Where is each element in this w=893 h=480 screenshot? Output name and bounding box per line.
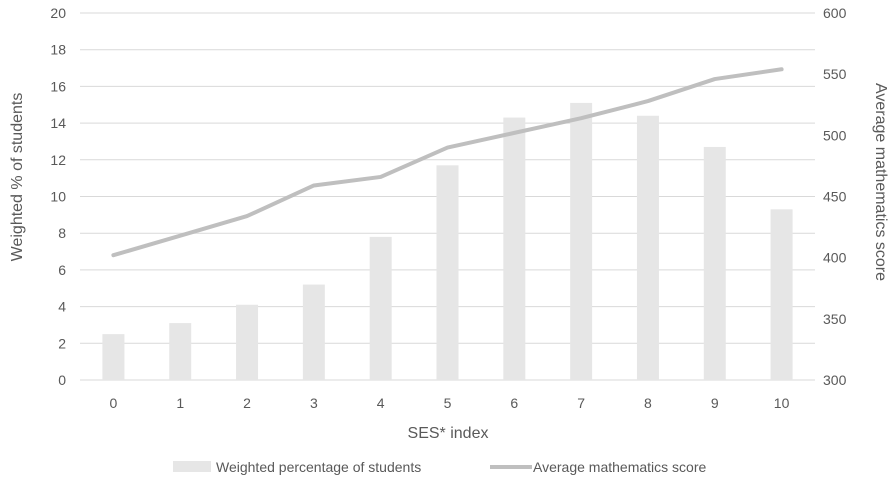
x-tick-label: 0: [110, 395, 118, 411]
line-point-4: [380, 176, 382, 178]
score-line: [111, 67, 784, 258]
bar-6: [503, 117, 526, 380]
x-tick-label: 7: [577, 395, 585, 411]
x-tick-label: 3: [310, 395, 318, 411]
y2-tick-label: 400: [823, 250, 847, 266]
legend-label-line: Average mathematics score: [533, 459, 706, 475]
line-point-6: [513, 132, 515, 134]
y-tick-label: 0: [58, 372, 66, 388]
line-point-0: [112, 254, 114, 256]
y2-tick-label: 450: [823, 189, 847, 205]
line-point-9: [714, 78, 716, 80]
line-point-8: [647, 100, 649, 102]
x-tick-label: 2: [243, 395, 251, 411]
y2-tick-label: 350: [823, 311, 847, 327]
right-axis-ticks: 300 350 400 450 500 550 600: [823, 5, 847, 388]
y-tick-label: 8: [58, 225, 66, 241]
legend-label-bar: Weighted percentage of students: [216, 459, 421, 475]
left-axis-ticks: 0 2 4 6 8 10 12 14 16 18 20: [50, 5, 66, 388]
x-axis-ticks: 0 1 2 3 4 5 6 7 8 9 10: [110, 395, 790, 411]
x-tick-label: 9: [711, 395, 719, 411]
bar-8: [636, 115, 659, 380]
bar-10: [770, 209, 793, 380]
y-tick-label: 14: [50, 115, 66, 131]
y-tick-label: 4: [58, 299, 66, 315]
bar-3: [302, 284, 325, 380]
bar-5: [436, 165, 459, 380]
x-tick-label: 10: [774, 395, 790, 411]
x-tick-label: 8: [644, 395, 652, 411]
line-point-10: [781, 68, 783, 70]
x-tick-label: 5: [444, 395, 452, 411]
bar-9: [703, 146, 726, 380]
line-point-5: [447, 147, 448, 149]
y2-tick-label: 300: [823, 372, 847, 388]
line-point-3: [313, 184, 315, 186]
y-tick-label: 16: [50, 78, 66, 94]
line-point-1: [179, 235, 181, 237]
bar-1: [169, 323, 192, 380]
bars: [102, 102, 793, 380]
bar-4: [369, 236, 392, 380]
x-tick-label: 1: [176, 395, 184, 411]
legend: Weighted percentage of students Average …: [173, 459, 706, 475]
bar-0: [102, 334, 125, 380]
x-tick-label: 6: [510, 395, 518, 411]
y-tick-label: 10: [50, 189, 66, 205]
x-tick-label: 4: [377, 395, 385, 411]
y2-tick-label: 500: [823, 127, 847, 143]
y2-tick-label: 550: [823, 66, 847, 82]
bar-2: [236, 304, 259, 380]
left-axis-title: Weighted % of students: [9, 93, 26, 262]
legend-swatch-bar: [173, 461, 211, 472]
y2-tick-label: 600: [823, 5, 847, 21]
line-point-7: [580, 117, 582, 119]
y-tick-label: 20: [50, 5, 66, 21]
bar-7: [570, 102, 593, 380]
y-tick-label: 12: [50, 152, 66, 168]
y-tick-label: 6: [58, 262, 66, 278]
right-axis-title: Average mathematics score: [872, 83, 889, 281]
y-tick-label: 18: [50, 42, 66, 58]
y-tick-label: 2: [58, 335, 66, 351]
line-point-2: [246, 215, 248, 217]
x-axis-title: SES* index: [408, 425, 489, 442]
